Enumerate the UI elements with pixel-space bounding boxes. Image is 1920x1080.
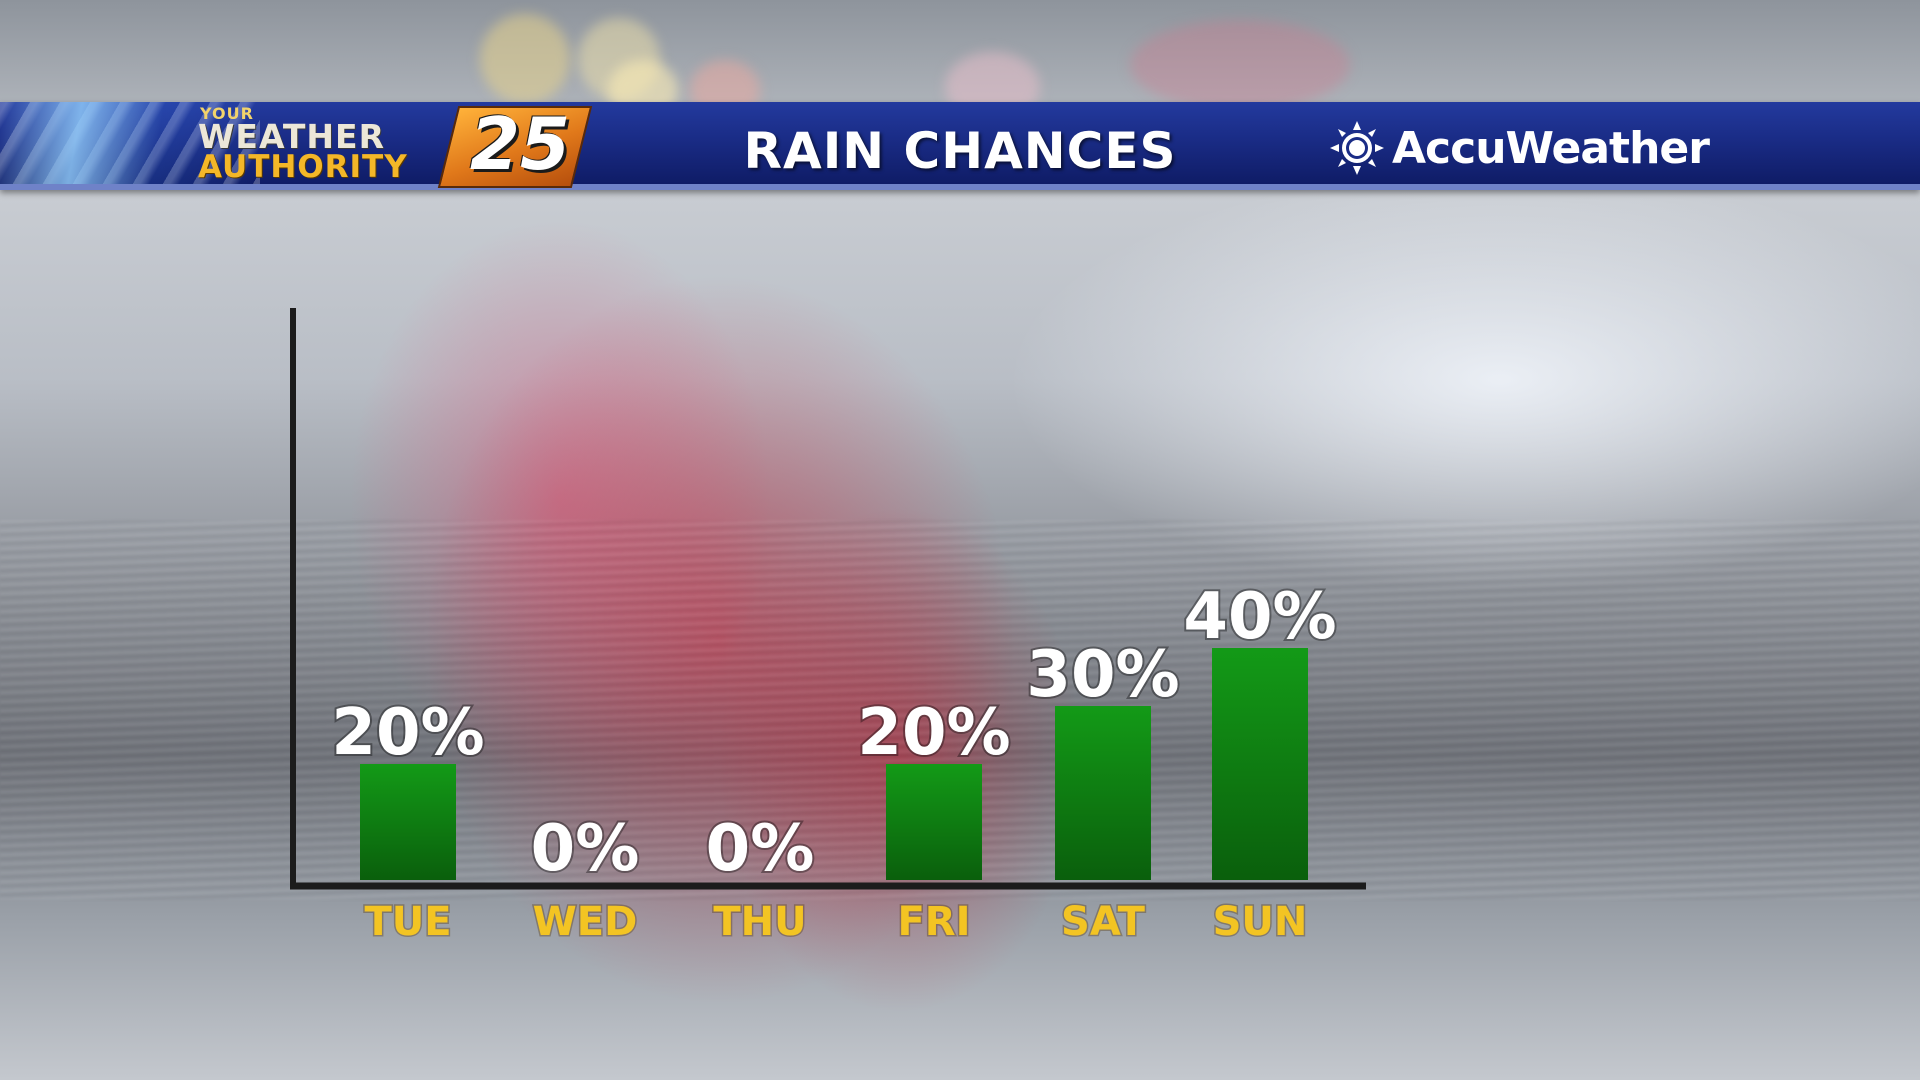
bar-value-label-sun: 40% <box>1183 580 1336 654</box>
station-logo: YOUR WEATHER AUTHORITY 25 <box>198 102 598 188</box>
page-title: RAIN CHANCES <box>743 122 1177 180</box>
banner-light-rays <box>0 102 260 184</box>
bar-value-label-tue: 20% <box>331 696 484 770</box>
bar-value-label-thu: 0% <box>706 812 815 886</box>
logo-weather-text: WEATHER <box>198 117 386 156</box>
sun-icon <box>1330 121 1384 175</box>
accuweather-wordmark: AccuWeather <box>1392 122 1710 174</box>
bokeh-light <box>1130 20 1350 110</box>
header-banner: YOUR WEATHER AUTHORITY 25 RAIN CHANCES <box>0 102 1920 190</box>
bar-sun <box>1212 648 1308 880</box>
day-label-sun: SUN <box>1213 899 1308 945</box>
bar-tue <box>360 764 456 880</box>
bokeh-light <box>480 14 570 104</box>
day-label-thu: THU <box>713 899 806 945</box>
bar-fri <box>886 764 982 880</box>
logo-channel-number: 25 <box>469 102 571 186</box>
day-label-sat: SAT <box>1061 899 1146 945</box>
bar-sat <box>1055 706 1151 880</box>
bar-value-label-sat: 30% <box>1026 638 1179 712</box>
accuweather-logo: AccuWeather <box>1330 120 1710 176</box>
day-label-tue: TUE <box>364 899 451 945</box>
day-label-fri: FRI <box>897 899 970 945</box>
logo-your-text: YOUR <box>200 104 254 123</box>
day-label-wed: WED <box>533 899 638 945</box>
bar-value-label-wed: 0% <box>531 812 640 886</box>
logo-authority-text: AUTHORITY <box>198 149 408 185</box>
bar-value-label-fri: 20% <box>857 696 1010 770</box>
